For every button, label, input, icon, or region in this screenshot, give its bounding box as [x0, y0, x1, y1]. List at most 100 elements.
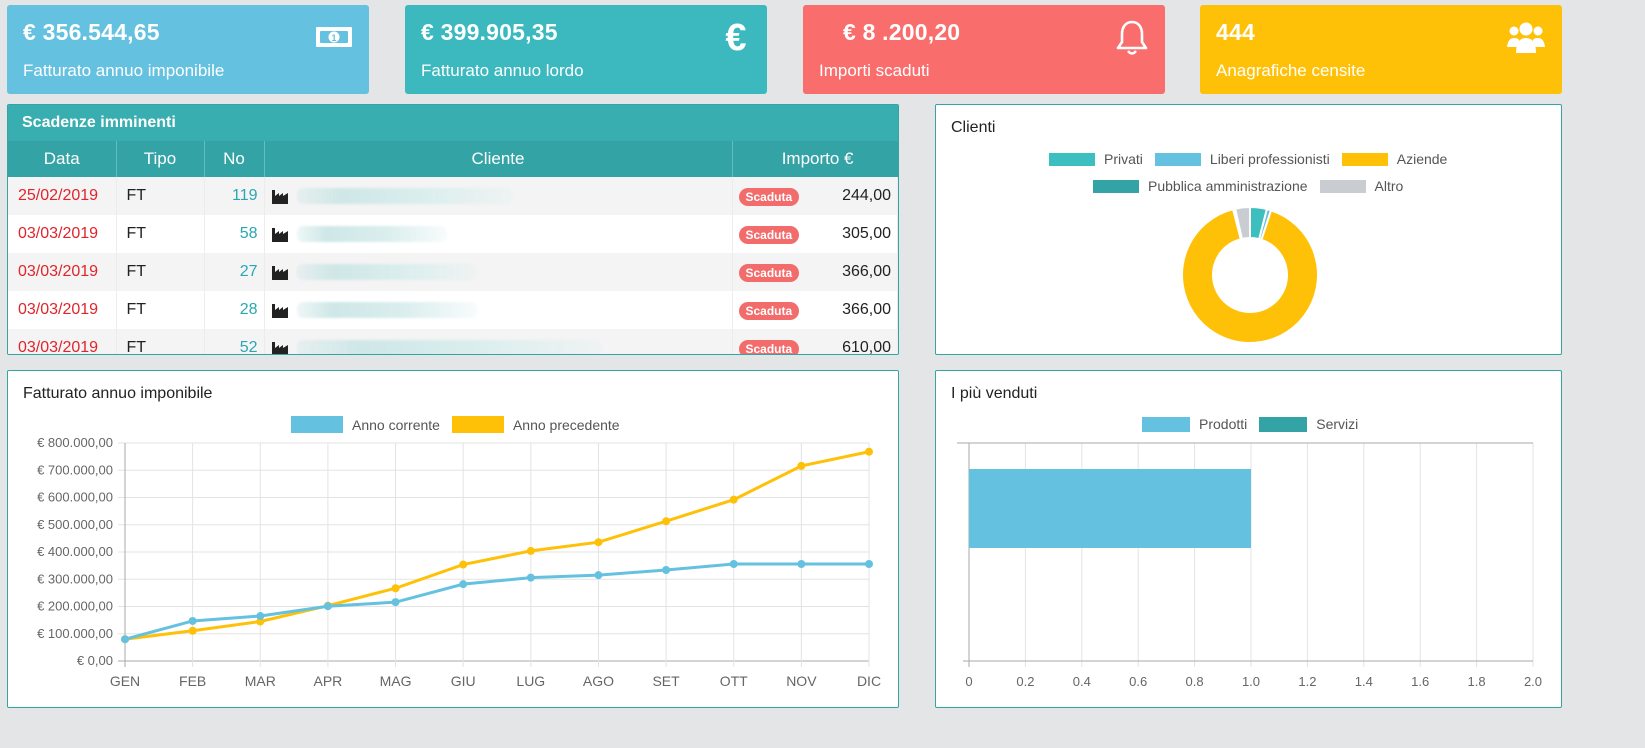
- x-tick-label: MAG: [380, 673, 412, 689]
- data-point[interactable]: [662, 565, 671, 574]
- legend-label: Prodotti: [1199, 416, 1248, 432]
- cell-tipo: FT: [116, 215, 205, 253]
- cell-cliente[interactable]: [264, 177, 733, 215]
- data-point[interactable]: [391, 598, 400, 607]
- col-header-no[interactable]: No: [204, 141, 265, 177]
- cell-no[interactable]: 119: [204, 177, 265, 215]
- table-row[interactable]: 25/02/2019 FT 119 Scaduta 244,00: [8, 177, 898, 215]
- x-tick-label: MAR: [245, 673, 276, 689]
- data-point[interactable]: [865, 447, 873, 456]
- venduti-legend: Prodotti Servizi: [1142, 416, 1370, 432]
- donut-slice-aziende[interactable]: [1181, 207, 1319, 344]
- data-point[interactable]: [594, 538, 603, 547]
- cell-no[interactable]: 52: [204, 329, 265, 354]
- cell-data: 03/03/2019: [8, 329, 117, 354]
- scadenze-title: Scadenze imminenti: [8, 105, 898, 141]
- cell-data: 03/03/2019: [8, 253, 117, 291]
- stat-value: € 399.905,35: [421, 19, 558, 45]
- legend-label: Liberi professionisti: [1209, 151, 1330, 167]
- legend-item[interactable]: Prodotti: [1142, 416, 1247, 432]
- data-point[interactable]: [188, 616, 197, 625]
- data-point[interactable]: [729, 495, 738, 504]
- scadenze-table: Data Tipo No Cliente Importo € 25/02/201…: [8, 141, 898, 354]
- y-tick-label: € 500.000,00: [37, 517, 113, 532]
- cell-data: 03/03/2019: [8, 291, 117, 329]
- table-row[interactable]: 03/03/2019 FT 58 Scaduta 305,00: [8, 215, 898, 253]
- legend-item[interactable]: Pubblica amministrazione: [1093, 178, 1308, 194]
- x-tick-label: GEN: [110, 673, 140, 689]
- svg-text:€: €: [725, 19, 746, 55]
- col-header-cliente[interactable]: Cliente: [264, 141, 733, 177]
- cell-no[interactable]: 28: [204, 291, 265, 329]
- data-point[interactable]: [256, 612, 265, 621]
- clienti-donut-chart: [1181, 205, 1319, 344]
- legend-label: Altro: [1374, 178, 1404, 194]
- cell-no[interactable]: 27: [204, 253, 265, 291]
- cell-cliente[interactable]: [264, 253, 733, 291]
- table-row[interactable]: 03/03/2019 FT 52 Scaduta 610,00: [8, 329, 898, 354]
- data-point[interactable]: [526, 546, 535, 555]
- data-point[interactable]: [594, 571, 603, 580]
- table-row[interactable]: 03/03/2019 FT 27 Scaduta 366,00: [8, 253, 898, 291]
- x-tick-label: GIU: [451, 673, 476, 689]
- table-row[interactable]: 03/03/2019 FT 28 Scaduta 366,00: [8, 291, 898, 329]
- legend-item[interactable]: Anno precedente: [451, 416, 620, 433]
- x-tick-label: 1.6: [1411, 674, 1429, 689]
- cell-no[interactable]: 58: [204, 215, 265, 253]
- clienti-legend: Privati Liberi professionisti Aziende: [1049, 151, 1459, 167]
- legend-item[interactable]: Liberi professionisti: [1154, 151, 1330, 167]
- fatturato-panel: Fatturato annuo imponibile Anno corrente…: [7, 370, 899, 708]
- x-tick-label: 2.0: [1524, 674, 1542, 689]
- cell-cliente[interactable]: [264, 291, 733, 329]
- data-point[interactable]: [797, 559, 806, 568]
- cell-data: 03/03/2019: [8, 215, 117, 253]
- status-badge: Scaduta: [738, 225, 800, 244]
- col-header-importo[interactable]: Importo €: [732, 141, 898, 177]
- data-point[interactable]: [797, 461, 806, 470]
- stat-card-fatturato-lordo[interactable]: € 399.905,35 Fatturato annuo lordo €: [405, 5, 767, 94]
- users-icon: [1507, 22, 1545, 53]
- data-point[interactable]: [459, 560, 468, 569]
- importo-value: 305,00: [842, 224, 891, 242]
- stat-card-importi-scaduti[interactable]: € 8 .200,20 Importi scaduti: [803, 5, 1165, 94]
- factory-icon: [271, 341, 288, 354]
- bar-prodotti[interactable]: [969, 469, 1251, 548]
- stat-card-anagrafiche[interactable]: 444 Anagrafiche censite: [1200, 5, 1562, 94]
- data-point[interactable]: [526, 573, 535, 582]
- cell-cliente[interactable]: [264, 215, 733, 253]
- legend-item[interactable]: Anno corrente: [291, 416, 440, 433]
- banknote-icon: 1: [316, 27, 352, 47]
- cell-cliente[interactable]: [264, 329, 733, 354]
- cell-importo: Scaduta 244,00: [732, 177, 898, 215]
- series-line-anno-corrente: [124, 562, 869, 641]
- data-point[interactable]: [121, 635, 129, 644]
- venduti-panel: I più venduti Prodotti Servizi 0 0.2 0.4 0.…: [935, 370, 1562, 708]
- y-tick-label: € 800.000,00: [37, 435, 113, 450]
- x-tick-label: 0: [965, 674, 972, 689]
- data-point[interactable]: [662, 517, 671, 526]
- venduti-bar-chart: 0 0.2 0.4 0.6 0.8 1.0 1.2 1.4 1.6 1.8 2.0: [957, 442, 1542, 689]
- data-point[interactable]: [729, 559, 738, 568]
- col-header-data[interactable]: Data: [8, 141, 117, 177]
- status-badge: Scaduta: [738, 301, 800, 320]
- legend-item[interactable]: Privati: [1049, 151, 1143, 167]
- data-point[interactable]: [391, 584, 400, 593]
- data-point[interactable]: [865, 559, 873, 568]
- col-header-tipo[interactable]: Tipo: [116, 141, 205, 177]
- donut-slice-altro[interactable]: [1233, 205, 1251, 241]
- data-point[interactable]: [188, 626, 197, 635]
- client-name-redacted: [296, 263, 477, 280]
- data-point[interactable]: [323, 602, 332, 611]
- legend-item[interactable]: Servizi: [1259, 416, 1358, 432]
- legend-item[interactable]: Aziende: [1341, 151, 1447, 167]
- cell-importo: Scaduta 366,00: [732, 253, 898, 291]
- legend-item[interactable]: Altro: [1319, 178, 1404, 194]
- cell-tipo: FT: [116, 253, 205, 291]
- data-point[interactable]: [459, 580, 468, 589]
- y-tick-label: € 200.000,00: [37, 599, 113, 614]
- series-line-anno-precedente: [124, 450, 870, 641]
- legend-label: Anno corrente: [352, 416, 440, 433]
- bell-icon: [1116, 20, 1148, 55]
- stat-card-fatturato-imponibile[interactable]: € 356.544,65 Fatturato annuo imponibile …: [7, 5, 369, 94]
- client-name-redacted: [296, 339, 602, 354]
